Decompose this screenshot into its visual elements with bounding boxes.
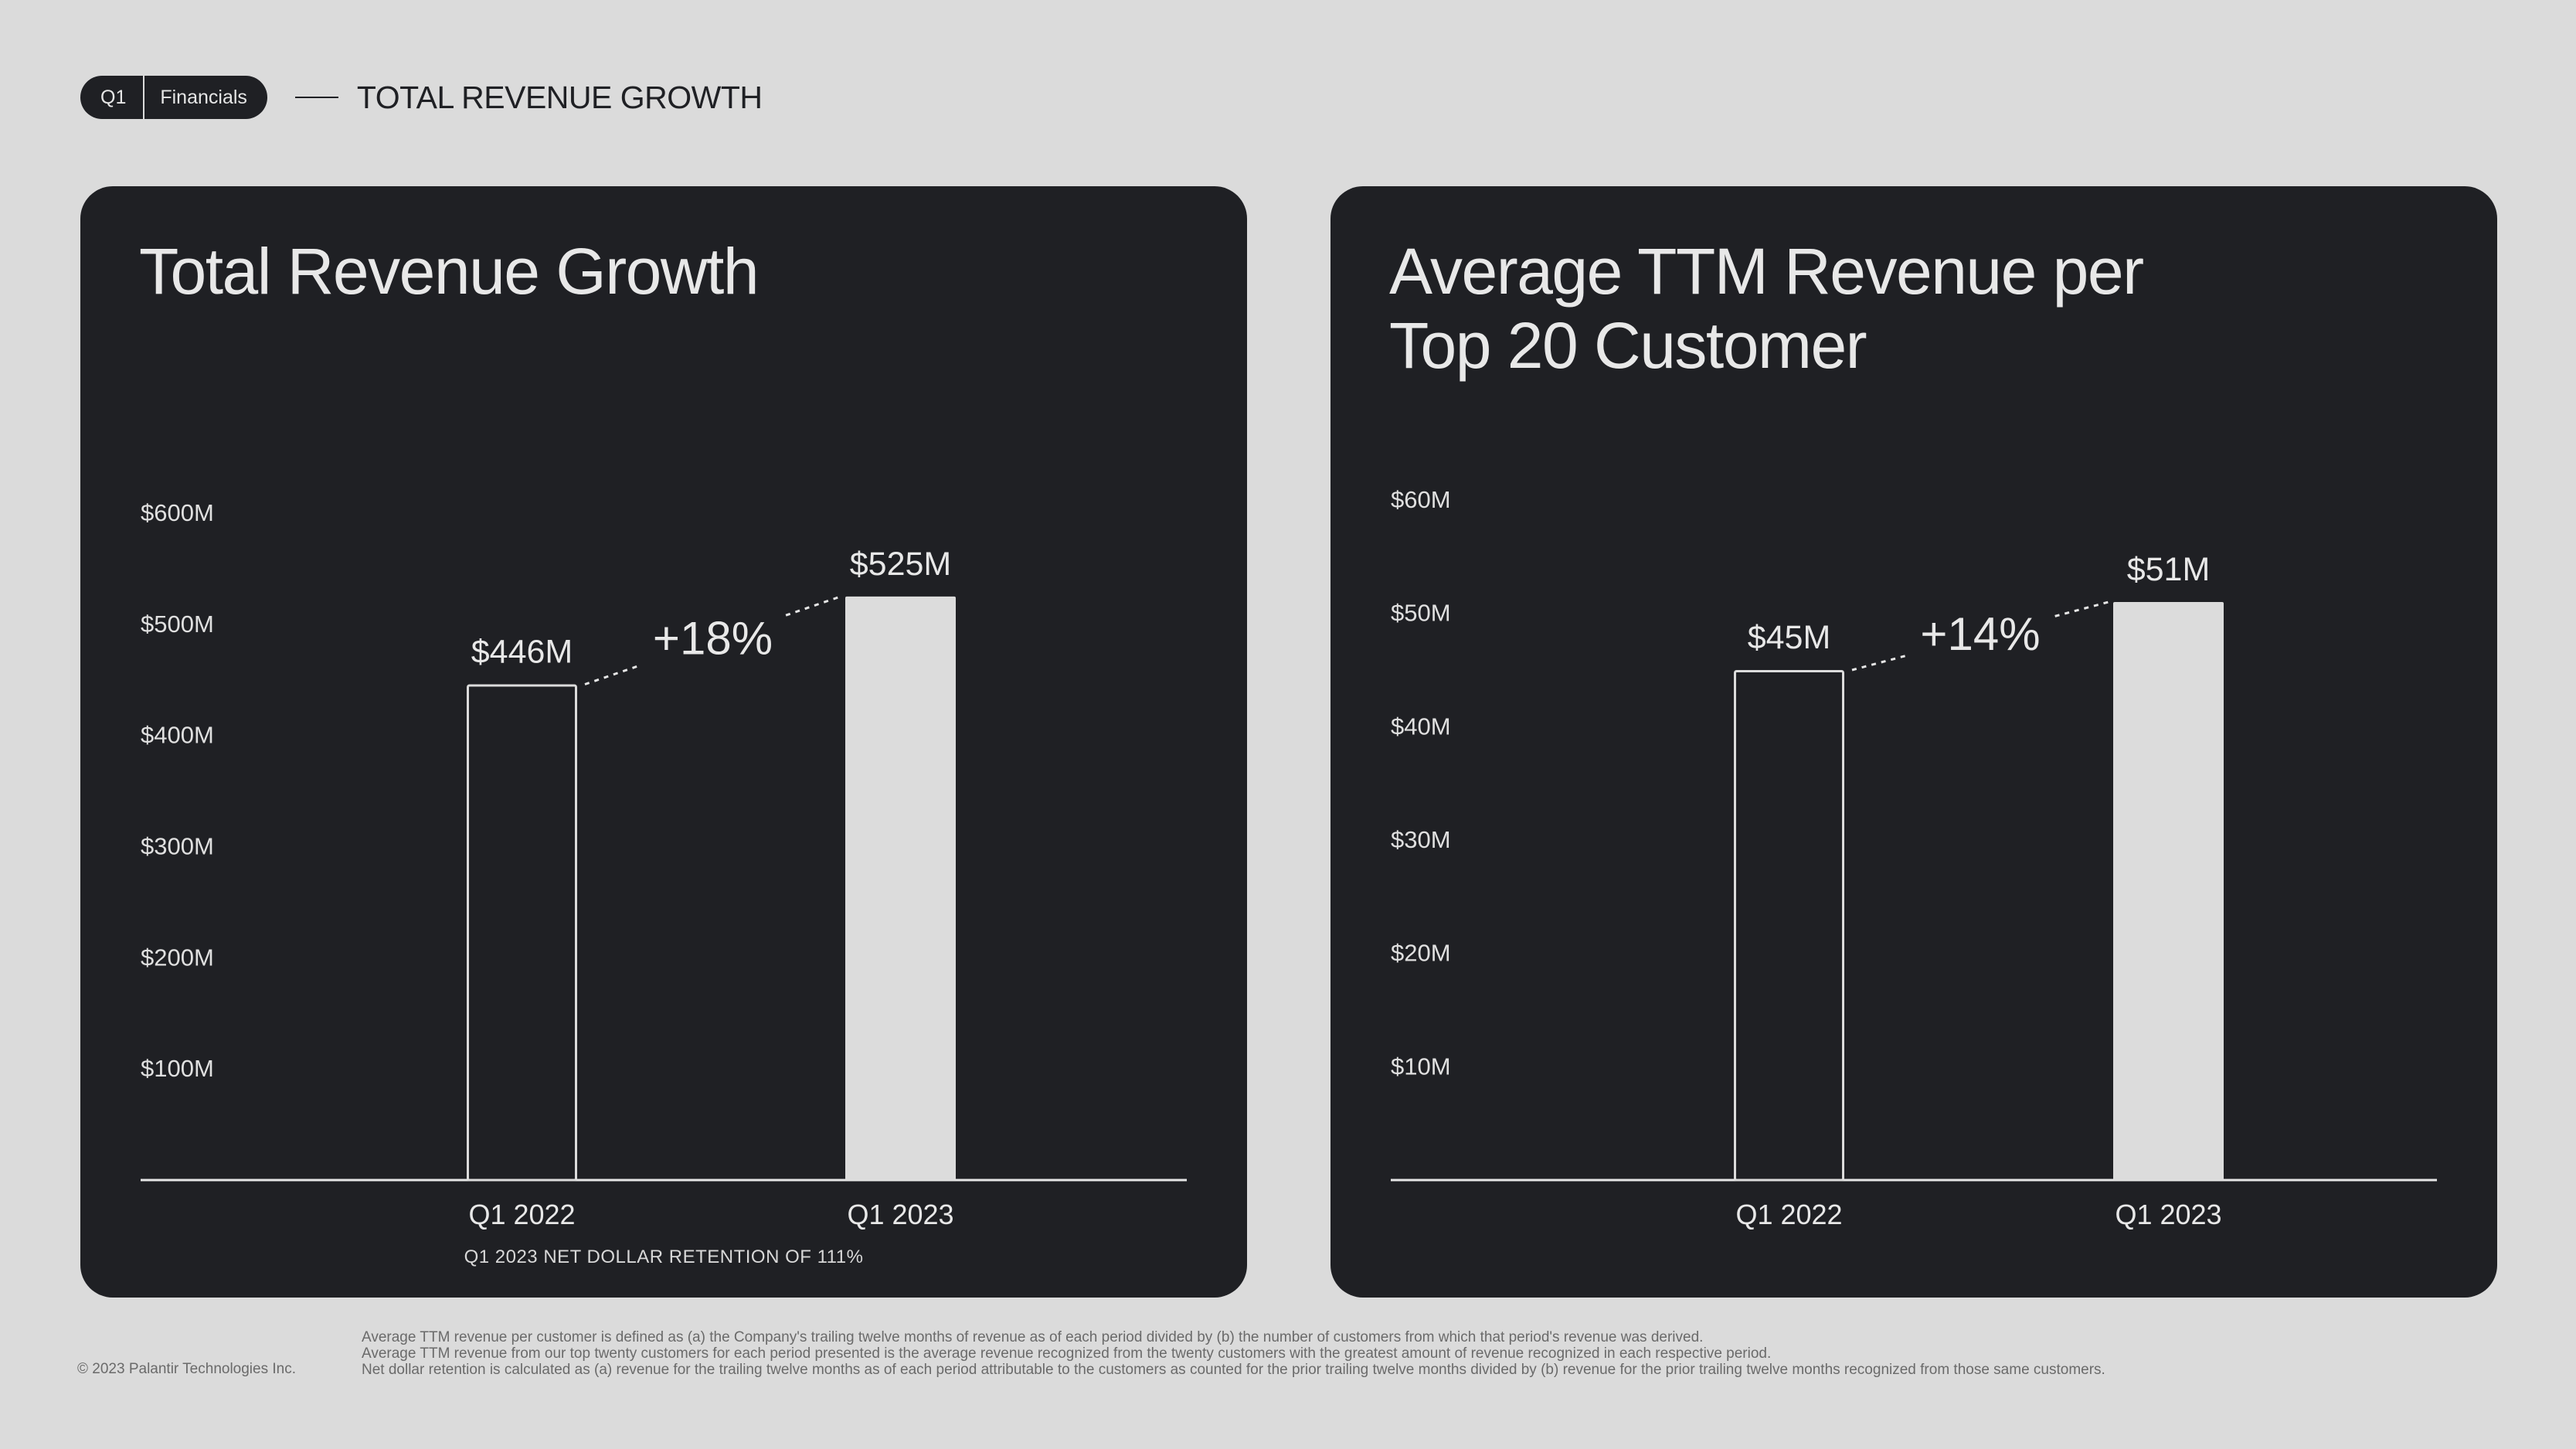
bar-value-label: $446M (471, 634, 573, 671)
x-tick-label: Q1 2022 (1735, 1199, 1842, 1230)
growth-connector (785, 595, 841, 617)
footnotes: Average TTM revenue per customer is defi… (362, 1329, 2105, 1378)
y-tick-label: $40M (1391, 713, 1451, 740)
y-tick-label: $20M (1391, 940, 1451, 967)
card-title-line-2: Top 20 Customer (1389, 309, 1867, 382)
y-tick-label: $400M (141, 722, 214, 749)
growth-connector (2054, 600, 2109, 617)
y-tick-label: $60M (1391, 486, 1451, 513)
growth-label: +18% (653, 613, 773, 665)
header-rule (294, 97, 338, 98)
y-tick-label: $200M (141, 944, 214, 971)
y-tick-label: $300M (141, 833, 214, 860)
y-tick-label: $50M (1391, 600, 1451, 627)
bar (1734, 670, 1844, 1182)
top20-customer-card: Average TTM Revenue per Top 20 Customer … (1330, 186, 2497, 1298)
y-tick-label: $600M (141, 499, 214, 526)
x-tick-label: Q1 2023 (2115, 1199, 2221, 1230)
bar-value-label: $525M (850, 546, 951, 583)
footnote: Net dollar retention is calculated as (a… (362, 1362, 2105, 1378)
growth-label: +14% (1920, 608, 2040, 660)
y-tick-label: $10M (1391, 1053, 1451, 1080)
pill-section: Financials (160, 86, 247, 108)
growth-connector (584, 664, 641, 685)
section-pill: Q1 Financials (80, 76, 267, 119)
top20-customer-chart: $10M $20M $30M $40M $50M $60M $45M Q1 2022 $51M Q… (1391, 486, 2437, 1230)
card-title: Average TTM Revenue per Top 20 Customer (1389, 234, 2394, 383)
card-title-line-1: Average TTM Revenue per (1389, 235, 2144, 308)
bar (467, 684, 577, 1182)
pill-quarter: Q1 (80, 76, 145, 119)
card-title: Total Revenue Growth (139, 235, 760, 308)
footnote: Average TTM revenue per customer is defi… (362, 1329, 1704, 1345)
y-tick-label: $30M (1391, 826, 1451, 853)
x-tick-label: Q1 2022 (468, 1199, 575, 1230)
section-title: TOTAL REVENUE GROWTH (356, 79, 763, 115)
x-tick-label: Q1 2023 (847, 1199, 953, 1230)
revenue-growth-card: Total Revenue Growth $100M $200M $300M $400… (80, 186, 1247, 1298)
growth-connector (1851, 655, 1906, 672)
section-header: Q1 Financials TOTAL REVENUE GROWTH (80, 76, 763, 119)
bar-value-label: $45M (1748, 619, 1831, 656)
bar (845, 596, 956, 1180)
bar (2113, 602, 2224, 1180)
bar-value-label: $51M (2127, 551, 2211, 588)
y-tick-label: $500M (141, 611, 214, 638)
copyright: © 2023 Palantir Technologies Inc. (77, 1361, 296, 1377)
net-dollar-retention-caption: Q1 2023 NET DOLLAR RETENTION OF 111% (464, 1247, 864, 1267)
revenue-growth-chart: $100M $200M $300M $400M $500M $600M $446M Q1 20… (141, 499, 1187, 1230)
y-tick-label: $100M (141, 1055, 214, 1082)
footnote: Average TTM revenue from our top twenty … (362, 1345, 1772, 1362)
